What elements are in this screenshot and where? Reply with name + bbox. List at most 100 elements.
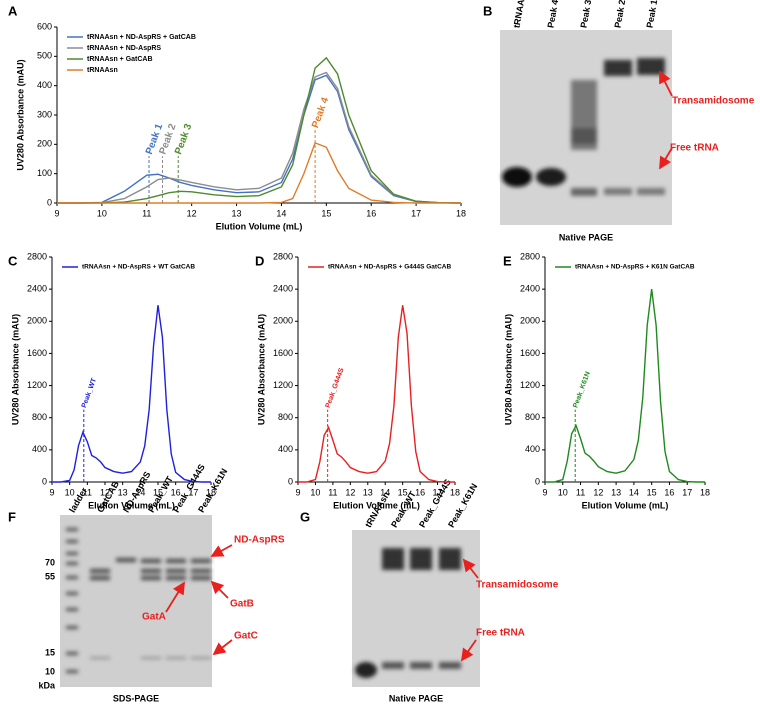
marker-label: kDa	[38, 680, 56, 690]
y-tick-label: 2000	[520, 316, 540, 326]
x-tick-label: 17	[682, 487, 692, 497]
x-axis-label: Elution Volume (mL)	[88, 500, 175, 510]
y-tick-label: 1600	[273, 348, 293, 358]
y-axis-label: UV280 Absorbance (mAU)	[503, 314, 513, 425]
x-tick-label: 12	[345, 487, 355, 497]
x-tick-label: 13	[363, 487, 373, 497]
gel-annotation: GatA	[142, 612, 166, 623]
gel-annotation: Free tRNA	[476, 628, 525, 639]
panel-letter: F	[8, 509, 16, 524]
y-tick-label: 800	[525, 412, 540, 422]
x-tick-label: 15	[153, 487, 163, 497]
gel-annotation: GatB	[230, 599, 254, 610]
lane-label: Peak 3	[578, 0, 593, 29]
series-line	[57, 74, 462, 204]
y-tick-label: 300	[37, 109, 52, 119]
y-tick-label: 1600	[27, 348, 47, 358]
legend-label: tRNAAsn + ND-AspRS	[87, 45, 161, 52]
x-tick-label: 18	[206, 487, 216, 497]
y-axis-label: UV280 Absorbance (mAU)	[10, 314, 20, 425]
annotation-label: Peak 4	[310, 96, 331, 130]
gel-caption: Native PAGE	[389, 693, 443, 703]
x-tick-label: 18	[450, 487, 460, 497]
x-tick-label: 16	[171, 487, 181, 497]
y-tick-label: 0	[42, 476, 47, 486]
lane-label: tRNAAsn	[511, 0, 528, 29]
panel-letter: E	[503, 253, 512, 268]
x-tick-label: 12	[593, 487, 603, 497]
y-tick-label: 400	[525, 444, 540, 454]
gel-annotation: Free tRNA	[670, 143, 719, 154]
series-line	[545, 289, 705, 483]
panel-letter: A	[8, 3, 18, 18]
x-tick-label: 11	[328, 487, 337, 497]
legend-label: tRNAAsn + ND-AspRS + K61N GatCAB	[575, 264, 695, 271]
legend-label: tRNAAsn + ND-AspRS + WT GatCAB	[82, 264, 195, 271]
x-tick-label: 15	[398, 487, 408, 497]
y-tick-label: 800	[32, 412, 47, 422]
panel-letter: C	[8, 253, 18, 268]
x-tick-label: 15	[647, 487, 657, 497]
series-line	[57, 141, 461, 204]
x-tick-label: 14	[135, 487, 145, 497]
gel-annotation: GatC	[234, 631, 258, 642]
x-tick-label: 18	[700, 487, 710, 497]
y-tick-label: 400	[278, 444, 293, 454]
x-tick-label: 10	[65, 487, 75, 497]
y-tick-label: 400	[32, 444, 47, 454]
panel-letter: B	[483, 3, 492, 18]
gel-annotation: Transamidosome	[672, 96, 755, 107]
x-axis-label: Elution Volume (mL)	[216, 221, 303, 231]
marker-label: 15	[45, 647, 55, 657]
lane-label: Peak 1	[644, 0, 659, 29]
x-tick-label: 13	[118, 487, 128, 497]
legend-label: tRNAAsn + ND-AspRS + G444S GatCAB	[328, 264, 451, 271]
x-tick-label: 10	[97, 208, 107, 218]
y-tick-label: 2000	[27, 316, 47, 326]
y-tick-label: 2800	[273, 251, 293, 261]
y-tick-label: 1200	[273, 380, 293, 390]
gel-caption: Native PAGE	[559, 232, 613, 242]
y-tick-label: 500	[37, 51, 52, 61]
x-tick-label: 11	[576, 487, 585, 497]
gel-g: G tRNAAsn Peak_WT Peak_G444S Peak_K61N T…	[300, 477, 559, 703]
gel-caption: SDS-PAGE	[113, 693, 159, 703]
x-tick-label: 11	[83, 487, 92, 497]
x-tick-label: 13	[611, 487, 621, 497]
legend-label: tRNAAsn + ND-AspRS + GatCAB	[87, 34, 196, 41]
x-tick-label: 13	[232, 208, 242, 218]
x-tick-label: 14	[276, 208, 286, 218]
x-tick-label: 16	[366, 208, 376, 218]
x-tick-label: 10	[310, 487, 320, 497]
series-line	[57, 71, 462, 204]
x-tick-label: 14	[629, 487, 639, 497]
y-tick-label: 2400	[27, 284, 47, 294]
y-tick-label: 400	[37, 80, 52, 90]
legend-label: tRNAAsn + GatCAB	[87, 56, 153, 63]
x-tick-label: 10	[558, 487, 568, 497]
x-axis-label: Elution Volume (mL)	[582, 500, 669, 510]
x-axis-label: Elution Volume (mL)	[333, 500, 420, 510]
y-tick-label: 800	[278, 412, 293, 422]
gel-f: F ladder GatCAB ND-AspRS Peak_WT Peak_G4…	[8, 462, 285, 703]
y-tick-label: 100	[37, 168, 52, 178]
x-tick-label: 12	[100, 487, 110, 497]
y-tick-label: 1600	[520, 348, 540, 358]
series-line	[57, 56, 462, 204]
y-axis-label: UV280 Absorbance (mAU)	[15, 59, 25, 170]
x-tick-label: 9	[295, 487, 300, 497]
panel-letter: D	[255, 253, 264, 268]
x-tick-label: 17	[433, 487, 443, 497]
y-tick-label: 2000	[273, 316, 293, 326]
y-tick-label: 2800	[27, 251, 47, 261]
annotation-label: Peak_WT	[81, 377, 98, 409]
annotation-label: Peak_G444S	[325, 367, 346, 409]
y-tick-label: 600	[37, 21, 52, 31]
y-axis-label: UV280 Absorbance (mAU)	[256, 314, 266, 425]
y-tick-label: 1200	[27, 380, 47, 390]
marker-label: 70	[45, 557, 55, 567]
marker-label: 10	[45, 666, 55, 676]
x-tick-label: 17	[411, 208, 421, 218]
legend-label: tRNAAsn	[87, 67, 118, 74]
